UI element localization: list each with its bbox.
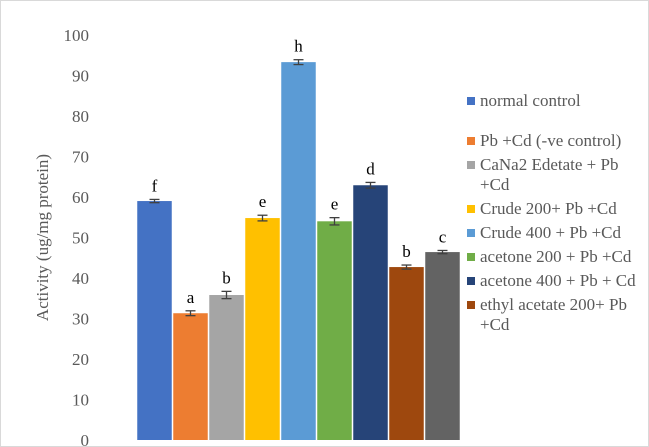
legend-item: Crude 400 + Pb +Cd xyxy=(467,223,647,243)
legend-label: Pb +Cd (-ve control) xyxy=(480,131,622,150)
significance-label: f xyxy=(152,176,158,195)
bar xyxy=(209,295,244,440)
legend-item: normal control xyxy=(467,91,647,111)
legend-item: Pb +Cd (-ve control) xyxy=(467,131,647,151)
legend-item: CaNa2 Edetate + Pb +Cd xyxy=(467,155,647,195)
legend-item: ethyl acetate 200+ Pb +Cd xyxy=(467,295,647,335)
y-axis-title: Activity (ug/mg protein) xyxy=(33,154,52,321)
bar xyxy=(137,201,172,440)
significance-label: e xyxy=(259,192,267,211)
y-tick-label: 30 xyxy=(72,310,89,329)
significance-label: c xyxy=(439,227,447,246)
y-tick-label: 60 xyxy=(72,188,89,207)
legend-item: acetone 200 + Pb +Cd xyxy=(467,247,647,267)
legend-swatch xyxy=(467,161,475,169)
legend-label: normal control xyxy=(480,91,581,110)
bar xyxy=(281,62,316,440)
legend-swatch xyxy=(467,97,475,105)
y-tick-label: 50 xyxy=(72,229,89,248)
legend-swatch xyxy=(467,137,475,145)
legend-item: acetone 400 + Pb + Cd xyxy=(467,271,647,291)
bar xyxy=(245,218,280,440)
bar xyxy=(317,221,352,440)
legend-swatch xyxy=(467,301,475,309)
bar xyxy=(389,267,424,440)
significance-label: h xyxy=(294,37,303,56)
y-tick-label: 10 xyxy=(72,391,89,410)
significance-label: a xyxy=(187,288,195,307)
legend-label: Crude 400 + Pb +Cd xyxy=(480,223,622,242)
significance-label: b xyxy=(402,242,411,261)
legend-label: acetone 400 + Pb + Cd xyxy=(480,271,636,290)
bar xyxy=(353,185,388,440)
y-tick-label: 90 xyxy=(72,67,89,86)
y-tick-label: 80 xyxy=(72,107,89,126)
y-tick-label: 20 xyxy=(72,350,89,369)
significance-label: d xyxy=(366,159,375,178)
legend-label: ethyl acetate 200+ Pb +Cd xyxy=(480,295,627,334)
significance-label: e xyxy=(331,195,339,214)
legend-swatch xyxy=(467,205,475,213)
legend-label: Crude 200+ Pb +Cd xyxy=(480,199,617,218)
y-tick-label: 0 xyxy=(81,431,90,446)
legend-swatch xyxy=(467,229,475,237)
legend-label: acetone 200 + Pb +Cd xyxy=(480,247,632,266)
y-tick-label: 100 xyxy=(64,26,90,45)
bar xyxy=(425,252,460,440)
legend: normal control Pb +Cd (-ve control) CaNa2 … xyxy=(467,91,647,339)
y-tick-label: 70 xyxy=(72,148,89,167)
significance-label: b xyxy=(222,268,231,287)
legend-swatch xyxy=(467,253,475,261)
legend-item: Crude 200+ Pb +Cd xyxy=(467,199,647,219)
bar xyxy=(173,313,208,440)
legend-swatch xyxy=(467,277,475,285)
legend-label: CaNa2 Edetate + Pb +Cd xyxy=(480,155,619,194)
y-tick-label: 40 xyxy=(72,269,89,288)
